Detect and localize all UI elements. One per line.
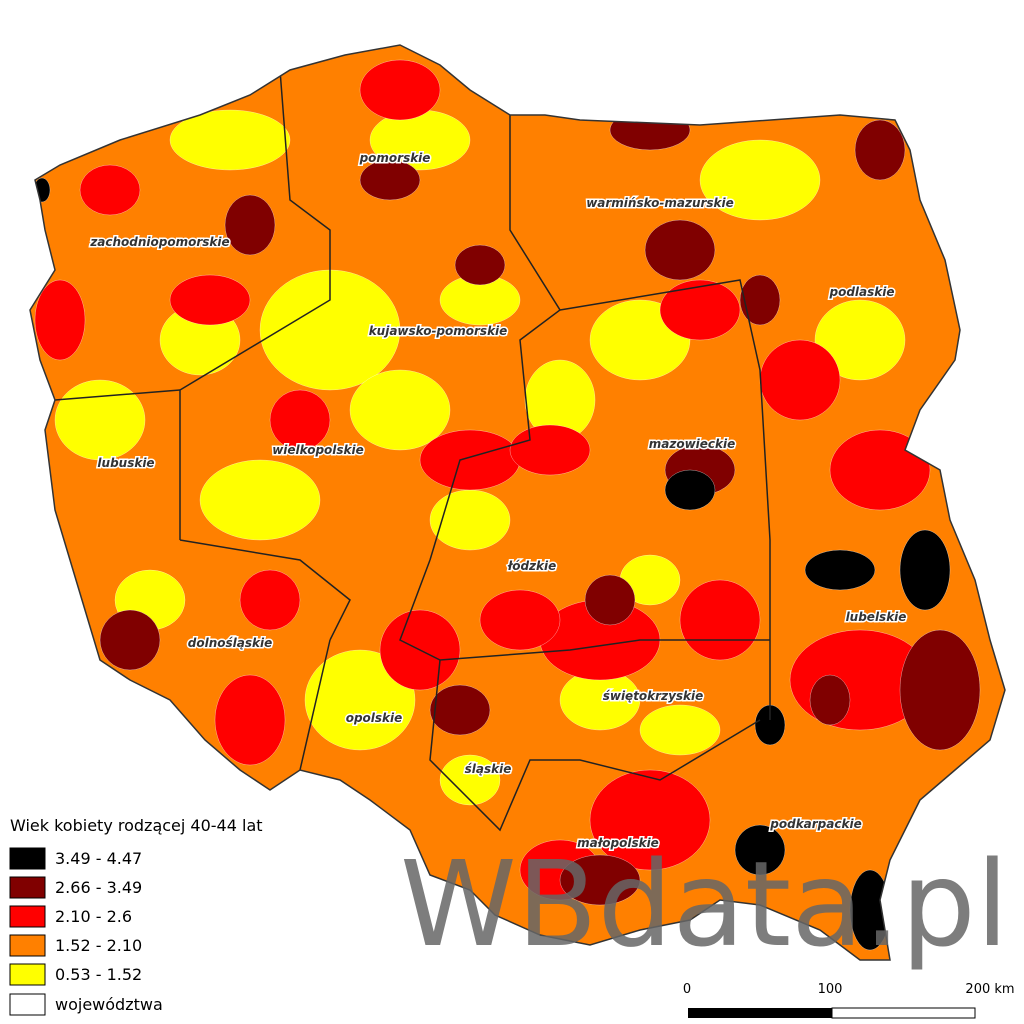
scale-label: 200 km: [965, 982, 1014, 997]
district-patch: [429, 684, 491, 736]
legend-swatch: [9, 963, 46, 986]
legend-label: 1.52 - 2.10: [55, 936, 142, 955]
scale-segment: [688, 1008, 832, 1018]
legend-swatch: [9, 905, 46, 928]
district-patch: [559, 854, 641, 906]
district-patch: [664, 469, 716, 511]
legend-label: 2.10 - 2.6: [55, 907, 132, 926]
legend-label: województwa: [55, 995, 163, 1014]
region-label: zachodniopomorskie: [89, 235, 229, 249]
district-patch: [829, 429, 931, 511]
legend-label: 0.53 - 1.52: [55, 965, 142, 984]
legend-swatch: [9, 993, 46, 1016]
region-label: warmińsko-mazurskie: [586, 196, 734, 210]
legend-label: 3.49 - 4.47: [55, 849, 142, 868]
district-patch: [359, 59, 441, 121]
district-patch: [899, 529, 951, 611]
district-patch: [809, 674, 851, 726]
district-patch: [479, 589, 561, 651]
district-patch: [584, 574, 636, 626]
region-label: mazowieckie: [649, 437, 736, 451]
region-label: lubelskie: [846, 610, 907, 624]
district-patch: [33, 177, 51, 203]
district-patch: [214, 674, 286, 766]
district-patch: [169, 109, 291, 171]
district-patch: [679, 579, 761, 661]
legend: Wiek kobiety rodzącej 40-44 lat wojewódz…: [9, 816, 263, 1016]
region-label: śląskie: [465, 762, 512, 776]
district-patch: [269, 389, 331, 451]
legend-title: Wiek kobiety rodzącej 40-44 lat: [10, 816, 263, 835]
district-patch: [739, 274, 781, 326]
region-label: lubuskie: [97, 456, 154, 470]
district-patch: [639, 704, 721, 756]
region-label: łódzkie: [507, 559, 557, 573]
watermark: WBdata.pl: [400, 835, 1009, 973]
district-patch: [169, 274, 251, 326]
district-patch: [79, 164, 141, 216]
region-label: świętokrzyskie: [603, 689, 704, 703]
district-patch: [899, 629, 981, 751]
region-label: pomorskie: [359, 151, 431, 165]
district-patch: [734, 824, 786, 876]
legend-label: 2.66 - 3.49: [55, 878, 142, 897]
region-label: podkarpackie: [769, 817, 861, 831]
district-patch: [759, 339, 841, 421]
region-label: opolskie: [346, 711, 403, 725]
voivodeship-borders: [54, 69, 771, 832]
district-patch: [699, 139, 821, 221]
district-patch: [34, 279, 86, 361]
region-label: dolnośląskie: [188, 636, 272, 650]
district-patch: [419, 429, 521, 491]
district-patch: [349, 369, 451, 451]
scale-label: 0: [683, 982, 691, 997]
district-patch: [199, 459, 321, 541]
scale-segment: [831, 1007, 976, 1019]
district-patch: [99, 609, 161, 671]
legend-swatch: [9, 876, 46, 899]
district-patch: [304, 649, 416, 751]
district-patch: [804, 549, 876, 591]
legend-swatch: [9, 934, 46, 957]
district-patch: [814, 299, 906, 381]
district-patch: [609, 109, 691, 151]
district-patch: [509, 424, 591, 476]
legend-swatch: [9, 847, 46, 870]
district-patch: [359, 159, 421, 201]
district-patch: [454, 244, 506, 286]
scale-label: 100: [818, 982, 843, 997]
district-patch: [239, 569, 301, 631]
scale-bar: 0 100 200 km: [683, 982, 1015, 1019]
district-patch: [54, 379, 146, 461]
district-patch: [854, 119, 906, 181]
district-patch: [589, 769, 711, 871]
district-patch: [439, 754, 501, 806]
district-patch: [659, 279, 741, 341]
region-label: kujawsko-pomorskie: [369, 324, 508, 338]
region-label: małopolskie: [577, 836, 659, 850]
region-label: podlaskie: [828, 285, 894, 299]
district-patch: [644, 219, 716, 281]
region-label: wielkopolskie: [272, 443, 364, 457]
district-patch: [224, 194, 276, 256]
